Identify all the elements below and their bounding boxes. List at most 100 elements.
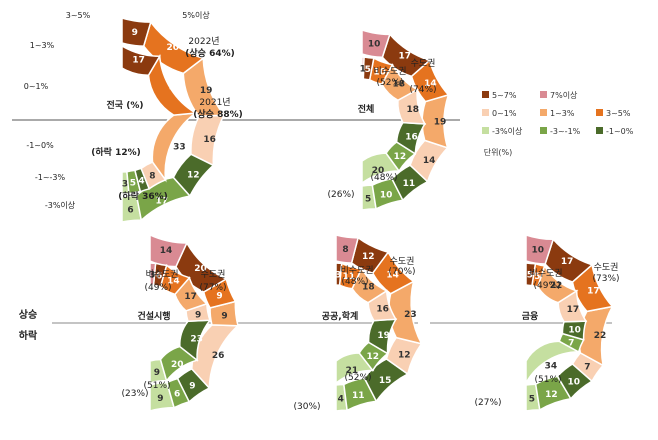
segment-value-label: 12 bbox=[366, 352, 379, 362]
segment-value-label: 12 bbox=[187, 171, 200, 181]
rise-pct-outer: (74%) bbox=[409, 85, 436, 95]
segment-value-label: 14 bbox=[424, 79, 437, 89]
segment-value-label: 6 bbox=[156, 271, 162, 281]
segment-value-label: 4 bbox=[338, 394, 344, 404]
legend-label: 7%이상 bbox=[550, 90, 578, 100]
segment-construction-r1-1 bbox=[159, 345, 199, 383]
segment-finance-r0-2 bbox=[556, 363, 594, 401]
segment-public-r0-5 bbox=[371, 250, 415, 295]
fall-pct-outer: (26%) bbox=[327, 190, 354, 200]
segment-value-label: 22 bbox=[594, 331, 607, 341]
segment-total-r1-2 bbox=[395, 121, 427, 156]
segment-value-label: 16 bbox=[405, 133, 418, 143]
legend-label: 0~1% bbox=[492, 109, 517, 118]
fall-pct-inner: (52%) bbox=[344, 373, 371, 383]
segment-value-label: 5 bbox=[365, 65, 371, 75]
segment-value-label: 17 bbox=[567, 305, 580, 315]
segment-value-label: 17 bbox=[155, 197, 168, 207]
segment-value-label: 33 bbox=[173, 142, 186, 152]
chart-title-construction: 건설시행 bbox=[137, 310, 170, 322]
rise-pct-inner: (52%) bbox=[376, 78, 403, 88]
chart-title-total: 전체 bbox=[358, 103, 375, 115]
legend-swatch bbox=[540, 109, 547, 116]
segment-value-label: 34 bbox=[545, 362, 558, 372]
segment-value-label: 15 bbox=[379, 376, 392, 386]
segment-value-label: 12 bbox=[398, 351, 411, 361]
segment-finance-r1-2 bbox=[561, 320, 587, 341]
segment-value-label: 19 bbox=[434, 118, 447, 128]
legend-label: 1~3% bbox=[550, 109, 575, 118]
legend-swatch bbox=[540, 91, 547, 98]
segment-value-label: 7 bbox=[568, 338, 574, 348]
segment-public-r0-6 bbox=[350, 236, 390, 274]
chart-title-national: 전국 (%) bbox=[107, 99, 144, 111]
segment-value-label: 10 bbox=[568, 377, 581, 387]
segment-total-r1-7 bbox=[361, 56, 365, 80]
segment-value-label: 19 bbox=[200, 86, 213, 96]
segment-value-label: 9 bbox=[216, 291, 222, 301]
fall-pct-inner: (51%) bbox=[143, 381, 170, 391]
fall-pct-outer: (23%) bbox=[121, 389, 148, 399]
chart-title-public: 공공,학계 bbox=[322, 310, 359, 322]
segment-construction-r0-5 bbox=[202, 277, 237, 309]
ring-label-inner: 비수도권 bbox=[373, 65, 406, 77]
segment-value-label: 9 bbox=[157, 394, 163, 404]
segment-value-label: 19 bbox=[377, 331, 390, 341]
segment-national-r0-0 bbox=[121, 194, 143, 223]
segment-total-r0-4 bbox=[421, 93, 450, 149]
segment-value-label: 5 bbox=[130, 179, 136, 189]
rise-pct-inner: (49%) bbox=[533, 281, 560, 291]
segment-value-label: 9 bbox=[195, 310, 201, 320]
legend-swatch bbox=[596, 109, 603, 116]
segment-national-r1-5 bbox=[147, 53, 199, 116]
range-label-national: 5%이상 bbox=[182, 10, 210, 20]
segment-value-label: 6 bbox=[174, 389, 180, 399]
legend-swatch bbox=[596, 127, 603, 134]
segment-value-label: 7 bbox=[584, 363, 590, 373]
fall-pct-outer: (30%) bbox=[293, 402, 320, 412]
segment-value-label: 14 bbox=[386, 270, 399, 280]
segment-finance-r0-5 bbox=[571, 263, 614, 313]
segment-value-label: 8 bbox=[342, 245, 348, 255]
segment-value-label: 10 bbox=[368, 39, 381, 49]
segment-value-label: 26 bbox=[212, 351, 225, 361]
segment-construction-r0-2 bbox=[176, 367, 211, 403]
range-label-national: 0~1% bbox=[24, 82, 49, 91]
segment-finance-r0-7 bbox=[525, 233, 555, 265]
segment-construction-r1-7 bbox=[149, 262, 157, 286]
fall-pct-outer: (27%) bbox=[474, 398, 501, 408]
segment-value-label: 6 bbox=[127, 206, 133, 216]
rise-pct-outer: (73%) bbox=[592, 274, 619, 284]
ring-label-outer: 수도권 bbox=[201, 268, 226, 280]
segment-construction-r1-3 bbox=[185, 302, 211, 323]
segment-value-label: 5 bbox=[527, 271, 533, 281]
segment-value-label: 9 bbox=[221, 311, 227, 321]
segment-value-label: 12 bbox=[545, 390, 558, 400]
segment-value-label: 8 bbox=[149, 172, 155, 182]
segment-value-label: 4 bbox=[138, 176, 144, 186]
segment-value-label: 20 bbox=[194, 264, 207, 274]
segment-national-r0-6 bbox=[121, 16, 152, 47]
segment-value-label: 1 bbox=[360, 65, 366, 75]
fall-pct-inner: (48%) bbox=[370, 173, 397, 183]
ring-label-inner: 비수도권 bbox=[529, 267, 562, 279]
segment-value-label: 14 bbox=[167, 276, 180, 286]
segment-finance-r0-6 bbox=[544, 237, 594, 283]
segment-value-label: 11 bbox=[403, 179, 416, 189]
segment-value-label: 18 bbox=[406, 105, 419, 115]
segment-construction-r1-5 bbox=[159, 263, 191, 296]
side-label-fall: 하락 bbox=[19, 329, 38, 342]
segment-construction-r1-2 bbox=[179, 319, 212, 362]
ring-label-2021: 2021년 bbox=[199, 97, 230, 108]
ring-label-inner: 비수도권 bbox=[340, 264, 373, 276]
segment-value-label: 9 bbox=[154, 368, 160, 378]
rise-pct-outer: (77%) bbox=[199, 283, 226, 293]
segment-value-label: 11 bbox=[352, 391, 365, 401]
segment-construction-r0-4 bbox=[209, 300, 239, 327]
legend-swatch bbox=[540, 127, 547, 134]
segment-public-r1-0 bbox=[335, 352, 375, 385]
segment-public-r1-2 bbox=[367, 318, 398, 355]
